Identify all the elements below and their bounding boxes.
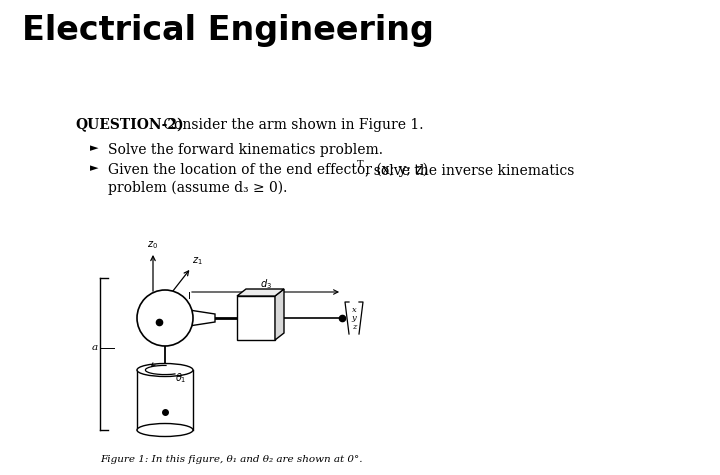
Text: y: y (351, 314, 356, 322)
Text: a: a (92, 343, 98, 352)
Text: $d_3$: $d_3$ (259, 277, 271, 291)
Text: ►: ► (90, 163, 99, 173)
Text: problem (assume d₃ ≥ 0).: problem (assume d₃ ≥ 0). (108, 181, 287, 195)
Text: $\theta_2$: $\theta_2$ (181, 300, 192, 314)
Text: Consider the arm shown in Figure 1.: Consider the arm shown in Figure 1. (159, 118, 423, 132)
Polygon shape (275, 289, 284, 340)
Circle shape (137, 290, 193, 346)
Text: Electrical Engineering: Electrical Engineering (22, 14, 434, 47)
Text: , solve the inverse kinematics: , solve the inverse kinematics (365, 163, 575, 177)
Text: $z_0$: $z_0$ (148, 239, 158, 251)
Bar (237, 296, 275, 340)
Text: z: z (352, 323, 356, 331)
Text: x: x (351, 306, 356, 314)
Text: $z_1$: $z_1$ (192, 255, 203, 266)
Text: QUESTION-2): QUESTION-2) (75, 118, 184, 132)
Text: $\theta_1$: $\theta_1$ (175, 371, 186, 385)
Polygon shape (189, 310, 215, 326)
Text: Figure 1: In this figure, θ₁ and θ₂ are shown at 0°.: Figure 1: In this figure, θ₁ and θ₂ are … (100, 455, 362, 464)
Text: Given the location of the end effector (x; y; z): Given the location of the end effector (… (108, 163, 428, 177)
Ellipse shape (137, 363, 193, 377)
Ellipse shape (137, 424, 193, 437)
Text: Solve the forward kinematics problem.: Solve the forward kinematics problem. (108, 143, 383, 157)
Polygon shape (237, 289, 284, 296)
Text: ►: ► (90, 143, 99, 153)
Text: T: T (357, 160, 364, 169)
